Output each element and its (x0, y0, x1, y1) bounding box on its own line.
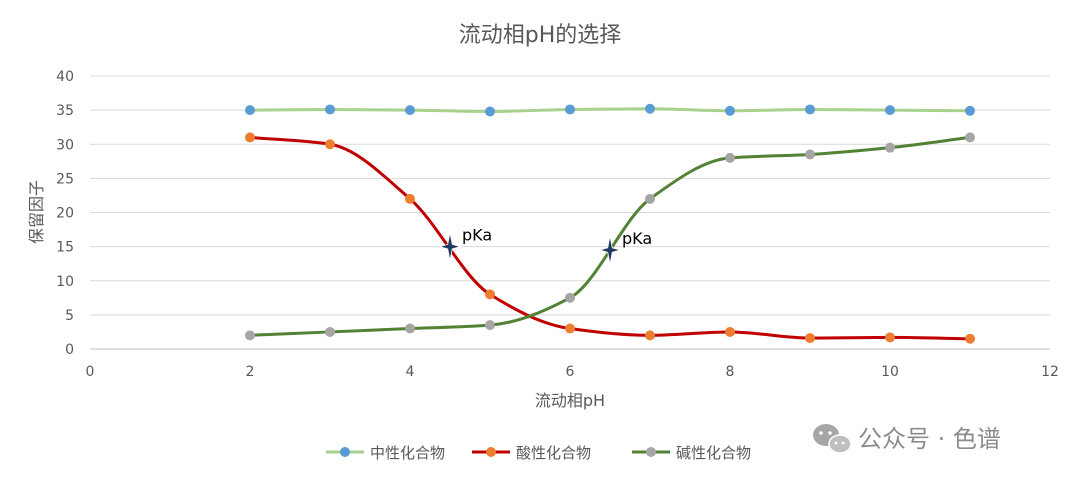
chart-title: 流动相pH的选择 (459, 23, 622, 48)
legend-marker (486, 447, 496, 457)
data-point (565, 323, 575, 334)
annotation-label: pKa (622, 229, 652, 248)
x-tick-label: 10 (881, 364, 899, 380)
data-point (565, 104, 575, 115)
data-point (245, 330, 255, 341)
data-point (645, 103, 655, 114)
data-point (245, 105, 255, 116)
x-tick-label: 12 (1041, 364, 1059, 380)
data-point (405, 105, 415, 116)
x-axis-label: 流动相pH (535, 391, 605, 410)
y-tick-label: 35 (56, 103, 74, 119)
y-axis-label: 保留因子 (27, 180, 46, 244)
legend-item: 碱性化合物 (632, 444, 751, 462)
data-point (965, 105, 975, 116)
data-point (645, 193, 655, 204)
data-point (325, 139, 335, 150)
data-point (485, 289, 495, 300)
series-line (248, 107, 972, 113)
data-point (885, 332, 895, 343)
data-point (245, 132, 255, 143)
annotation-layer: pKa pKa (438, 226, 652, 265)
data-point (405, 193, 415, 204)
x-tick-labels: 0 2 4 6 8 10 12 (86, 364, 1059, 380)
data-point (805, 104, 815, 115)
data-point (885, 142, 895, 153)
x-tick-label: 2 (246, 364, 255, 380)
y-tick-label: 15 (56, 240, 74, 256)
pka-star-marker (438, 232, 462, 261)
y-tick-label: 30 (56, 137, 74, 153)
y-tick-label: 40 (56, 69, 74, 85)
series-layer (245, 103, 975, 344)
data-point (485, 320, 495, 331)
y-tick-label: 10 (56, 274, 74, 290)
y-tick-label: 25 (56, 171, 74, 187)
x-tick-label: 4 (406, 364, 415, 380)
data-point (565, 292, 575, 303)
legend-marker (340, 447, 350, 457)
data-point (645, 330, 655, 341)
data-point (325, 104, 335, 115)
legend-label: 中性化合物 (370, 444, 445, 462)
legend-label: 酸性化合物 (516, 444, 591, 462)
data-point (805, 149, 815, 160)
data-point (405, 323, 415, 334)
data-point (725, 152, 735, 163)
pka-star-marker (598, 235, 622, 265)
data-point (805, 333, 815, 344)
y-tick-label: 20 (56, 206, 74, 222)
legend-item: 酸性化合物 (472, 444, 591, 462)
annotation-label: pKa (462, 226, 492, 245)
x-tick-label: 8 (726, 364, 735, 380)
x-tick-label: 0 (86, 364, 95, 380)
watermark-text: 公众号 · 色谱 (858, 425, 1001, 453)
series-line (248, 135, 972, 341)
wechat-icon (813, 424, 852, 454)
y-tick-label: 5 (65, 308, 74, 324)
series-2 (245, 132, 975, 344)
watermark: 公众号 · 色谱 (813, 424, 1001, 454)
data-point (885, 105, 895, 116)
data-point (965, 333, 975, 344)
y-tick-labels: 0 5 10 15 20 25 30 35 40 (56, 69, 74, 358)
legend: 中性化合物 酸性化合物 碱性化合物 (326, 444, 751, 462)
data-point (485, 106, 495, 117)
legend-item: 中性化合物 (326, 444, 445, 462)
series-1 (245, 103, 975, 117)
data-point (725, 326, 735, 337)
x-tick-label: 6 (566, 364, 575, 380)
data-point (725, 105, 735, 116)
legend-marker (646, 447, 656, 457)
data-point (325, 326, 335, 337)
y-tick-label: 0 (65, 342, 74, 358)
legend-label: 碱性化合物 (676, 444, 751, 462)
data-point (965, 132, 975, 143)
